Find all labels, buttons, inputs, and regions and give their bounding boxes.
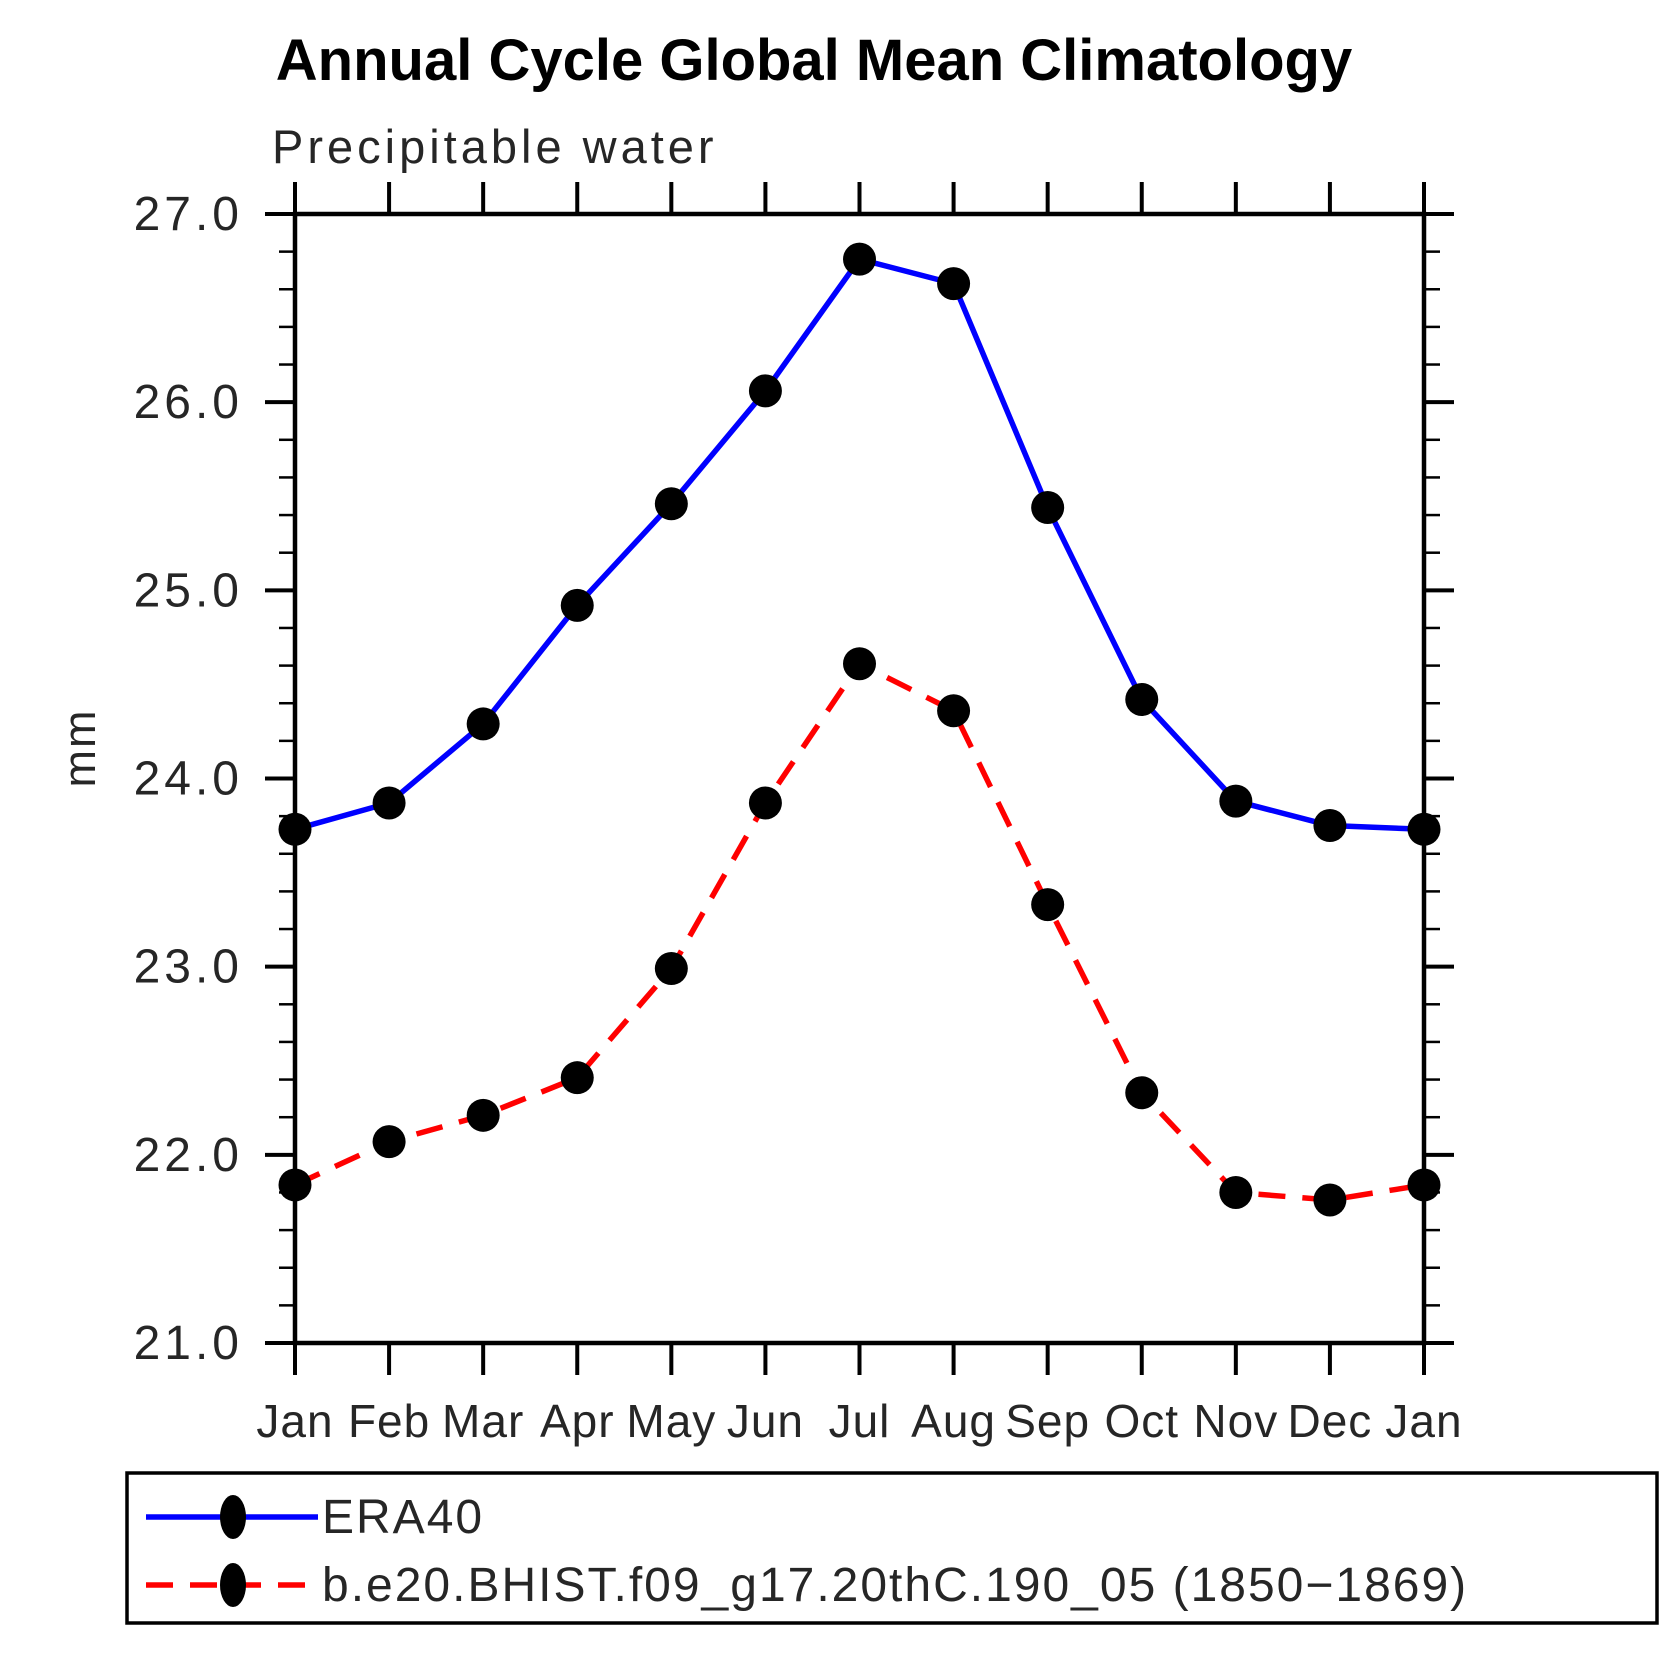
data-point-marker	[1031, 491, 1065, 525]
y-axis-label: mm	[54, 709, 105, 788]
data-point-marker	[1313, 1183, 1347, 1217]
x-tick-label: Dec	[1288, 1395, 1373, 1447]
x-tick-label: Jan	[1385, 1395, 1462, 1447]
y-tick-label: 22.0	[134, 1129, 243, 1182]
data-point-marker	[654, 487, 688, 521]
series-line-era40	[294, 256, 1425, 833]
x-tick-label: May	[626, 1395, 716, 1447]
data-point-marker	[372, 1125, 406, 1159]
legend-label-era40: ERA40	[322, 1491, 484, 1544]
x-tick-label: Jan	[256, 1395, 333, 1447]
x-tick-label: Sep	[1005, 1395, 1090, 1447]
data-point-marker	[843, 242, 876, 276]
x-tick-label: Oct	[1104, 1395, 1179, 1447]
data-point-marker	[1125, 1076, 1159, 1110]
chart-title: Annual Cycle Global Mean Climatology	[276, 28, 1352, 93]
data-point-marker	[937, 267, 971, 301]
plot-border	[292, 211, 1427, 1346]
x-tick-label: Nov	[1193, 1395, 1278, 1447]
x-tick-label: Jun	[727, 1395, 804, 1447]
data-point-marker	[1407, 812, 1441, 846]
y-tick-label: 24.0	[134, 753, 243, 806]
series-group	[278, 242, 1441, 1217]
y-tick-label: 23.0	[134, 941, 243, 994]
legend-marker	[220, 1563, 246, 1607]
data-point-marker	[748, 786, 782, 820]
legend: ERA40 b.e20.BHIST.f09_g17.20thC.190_05 (…	[125, 1471, 1659, 1625]
data-point-marker	[372, 786, 406, 820]
legend-label-model: b.e20.BHIST.f09_g17.20thC.190_05 (1850−1…	[322, 1559, 1468, 1612]
legend-box	[125, 1471, 1659, 1625]
y-tick-label: 25.0	[134, 564, 243, 617]
legend-swatches	[146, 1495, 318, 1607]
data-point-marker	[560, 1061, 594, 1095]
series-line-model	[293, 660, 1425, 1203]
x-tick-label: Feb	[348, 1395, 430, 1447]
x-tick-label: Aug	[911, 1395, 996, 1447]
data-point-marker	[560, 588, 594, 622]
chart-subtitle: Precipitable water	[272, 120, 718, 173]
data-point-marker	[1313, 809, 1347, 843]
x-tick-label: Mar	[442, 1395, 524, 1447]
data-point-marker	[1031, 888, 1065, 922]
data-point-marker	[466, 707, 500, 741]
y-tick-labels: 27.0 26.0 25.0 24.0 23.0 22.0 21.0	[134, 188, 243, 1370]
legend-marker	[220, 1495, 246, 1539]
x-tick-labels: Jan Feb Mar Apr May Jun Jul Aug Sep Oct Nov Dec Jan	[256, 1395, 1462, 1447]
y-tick-label: 27.0	[134, 188, 243, 241]
data-point-marker	[1219, 1175, 1253, 1209]
data-point-marker	[1407, 1168, 1441, 1202]
data-point-marker	[466, 1098, 500, 1132]
data-point-marker	[654, 952, 688, 986]
data-point-marker	[937, 694, 971, 728]
x-tick-label: Jul	[829, 1395, 891, 1447]
data-point-marker	[843, 647, 876, 681]
y-tick-label: 21.0	[134, 1317, 243, 1370]
x-tick-label: Apr	[540, 1395, 615, 1447]
y-tick-label: 26.0	[134, 376, 243, 429]
data-point-marker	[1219, 784, 1253, 818]
data-point-marker	[1125, 682, 1159, 716]
data-point-marker	[748, 374, 782, 408]
data-point-marker	[278, 812, 312, 846]
data-point-marker	[278, 1168, 312, 1202]
